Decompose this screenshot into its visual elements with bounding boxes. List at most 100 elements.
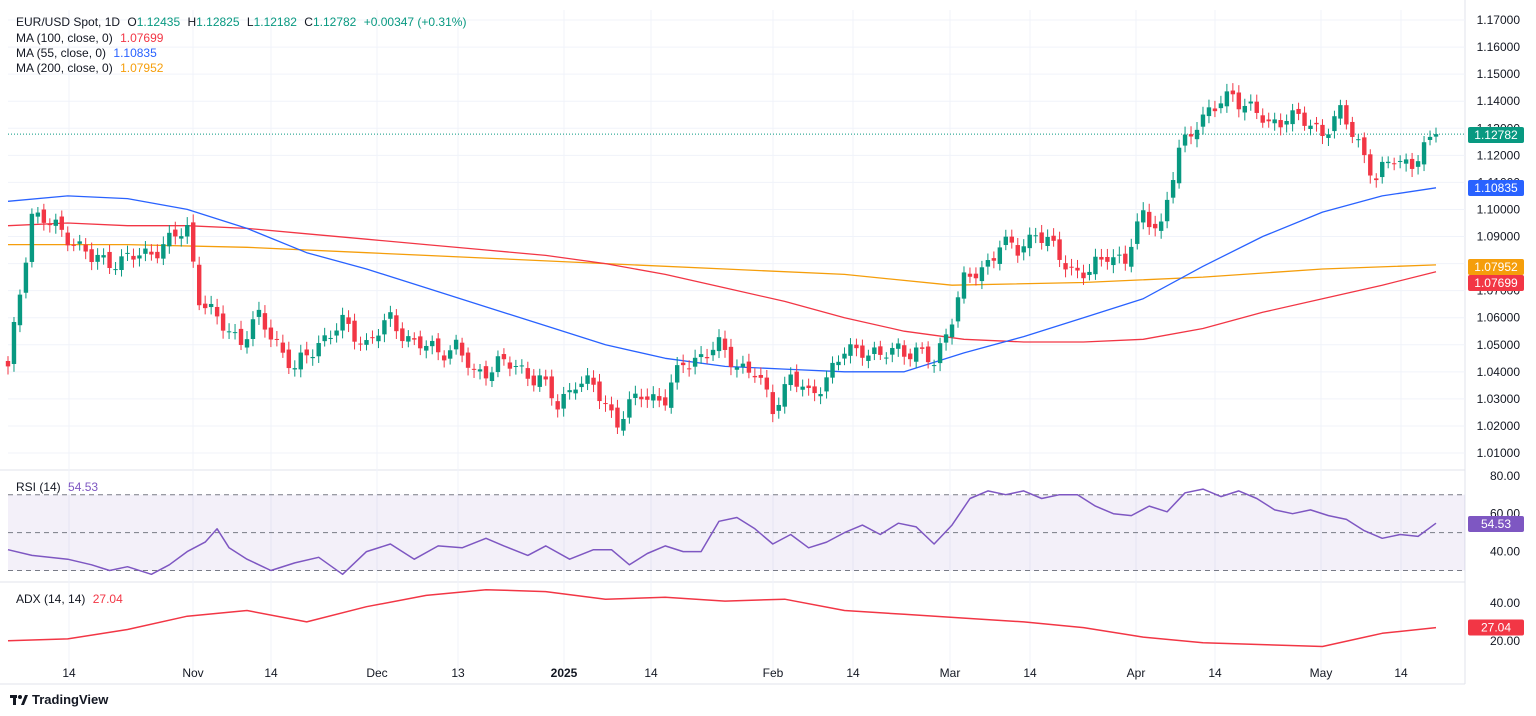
- candle-body: [1272, 119, 1277, 124]
- time-tick-label: 14: [62, 666, 76, 680]
- candle-body: [465, 352, 471, 368]
- candle-body: [232, 332, 238, 334]
- time-tick-label: Apr: [1127, 666, 1146, 680]
- candle-body: [1009, 236, 1014, 243]
- ma200-legend[interactable]: MA (200, close, 0) 1.07952: [16, 61, 167, 75]
- candle-body: [1248, 101, 1253, 104]
- open-value: 1.12435: [136, 15, 181, 29]
- candle-body: [256, 309, 262, 317]
- candle-body: [23, 262, 29, 293]
- time-tick-label: 13: [451, 666, 465, 680]
- candle-body: [1117, 254, 1122, 256]
- candle-body: [812, 386, 817, 394]
- adx-value: 27.04: [92, 592, 123, 606]
- open-label: O: [127, 15, 137, 29]
- candle-body: [806, 385, 811, 389]
- price-tick-label: 1.12000: [1477, 148, 1521, 162]
- candle-body: [507, 362, 513, 369]
- candle-body: [1105, 256, 1110, 262]
- candle-body: [579, 383, 584, 388]
- candle-body: [41, 209, 47, 223]
- candle-body: [298, 352, 303, 370]
- price-tick-label: 1.16000: [1477, 40, 1521, 54]
- candle-body: [627, 399, 632, 418]
- candle-body: [1051, 235, 1056, 241]
- candle-body: [1356, 139, 1361, 141]
- tradingview-brand[interactable]: TradingView: [10, 692, 108, 707]
- ma55-legend[interactable]: MA (55, close, 0) 1.10835: [16, 46, 161, 60]
- candle-body: [382, 320, 387, 335]
- candle-body: [1308, 125, 1313, 129]
- price-labels: 1.12782 1.10835 1.07952 1.07699 54.53 27.04: [1468, 127, 1524, 636]
- candle-body: [991, 258, 997, 261]
- candle-body: [1033, 235, 1038, 237]
- candle-body: [1314, 122, 1319, 125]
- candle-body: [782, 384, 787, 407]
- candle-body: [561, 393, 566, 409]
- candle-body: [913, 347, 919, 362]
- candle-body: [1039, 232, 1044, 243]
- time-tick-label: 14: [644, 666, 658, 680]
- symbol-legend[interactable]: EUR/USD Spot, 1D O1.12435 H1.12825 L1.12…: [16, 15, 470, 29]
- candle-body: [1194, 129, 1200, 140]
- price-tick-label: 1.17000: [1477, 13, 1521, 27]
- candle-body: [716, 337, 722, 352]
- candle-body: [734, 367, 740, 370]
- candle-body: [525, 368, 531, 379]
- candle-body: [674, 365, 680, 383]
- candle-body: [101, 255, 106, 258]
- candle-body: [1338, 105, 1343, 119]
- time-tick-label: 2025: [551, 666, 578, 680]
- candle-body: [1075, 267, 1080, 271]
- time-axis[interactable]: 14 Nov 14 Dec 13 2025 14 Feb 14 Mar 14 Apr 14 May 14: [62, 666, 1408, 680]
- candle-body: [1212, 108, 1218, 112]
- candle-body: [346, 317, 351, 324]
- candle-body: [1284, 120, 1289, 125]
- price-axis[interactable]: 1.170001.160001.150001.140001.130001.120…: [1477, 13, 1521, 648]
- candle-body: [292, 368, 297, 370]
- candle-body: [979, 267, 985, 282]
- candle-body: [1158, 221, 1164, 231]
- candle-body: [722, 338, 728, 350]
- candle-body: [937, 343, 943, 364]
- candle-body: [603, 403, 608, 405]
- candle-body: [364, 340, 369, 345]
- time-tick-label: 14: [846, 666, 860, 680]
- candle-body: [185, 225, 190, 237]
- candle-body: [621, 418, 626, 431]
- candle-body: [1362, 137, 1367, 156]
- candle-body: [202, 303, 208, 309]
- candle-body: [400, 328, 405, 342]
- ma200-label: MA (200, close, 0): [16, 61, 113, 75]
- candle-body: [1206, 107, 1212, 117]
- candle-body: [1015, 245, 1020, 256]
- ma55-price-label-box: [1468, 180, 1524, 196]
- last-price-label: 1.12782: [1474, 128, 1518, 142]
- adx-legend[interactable]: ADX (14, 14) 27.04: [16, 592, 127, 606]
- candle-body: [137, 255, 142, 259]
- candle-body: [902, 345, 907, 357]
- candle-body: [208, 303, 214, 308]
- candle-body: [1224, 91, 1230, 107]
- candle-body: [149, 251, 154, 255]
- adx-line: [7, 588, 1437, 648]
- rsi-legend[interactable]: RSI (14) 54.53: [16, 480, 102, 494]
- rsi-band: [8, 494, 1465, 571]
- adx-label: ADX (14, 14): [16, 592, 86, 606]
- time-tick-label: Nov: [182, 666, 203, 680]
- candle-body: [179, 236, 184, 239]
- candle-body: [1164, 199, 1170, 222]
- adx-tick-label: 40.00: [1490, 596, 1520, 610]
- ma200-line: [8, 243, 1437, 286]
- time-tick-label: 14: [1023, 666, 1037, 680]
- candle-body: [394, 315, 399, 332]
- candle-body: [758, 375, 764, 378]
- candle-body: [107, 251, 112, 269]
- candle-body: [280, 342, 286, 353]
- candle-body: [1433, 134, 1439, 137]
- moving-average-lines: [7, 187, 1437, 373]
- candle-body: [848, 344, 853, 356]
- ma100-legend[interactable]: MA (100, close, 0) 1.07699: [16, 31, 167, 45]
- candle-body: [1182, 134, 1188, 146]
